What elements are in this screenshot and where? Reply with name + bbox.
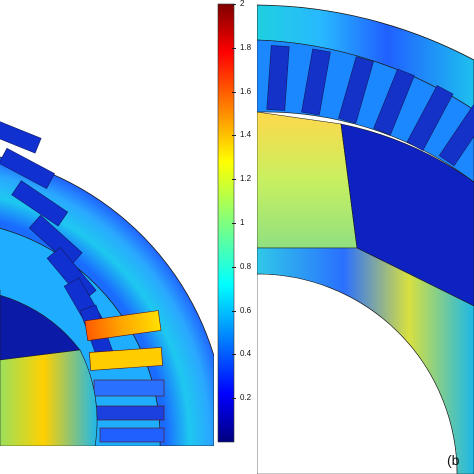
rotor-bottom-a xyxy=(0,349,98,446)
colorbar-tick-mark xyxy=(232,354,236,356)
colorbar-tick-label: 2 xyxy=(240,0,245,8)
field-plot-a-svg xyxy=(0,118,214,446)
colorbar-tick-mark xyxy=(232,4,236,5)
colorbar-tick-label: 1.8 xyxy=(240,42,252,52)
colorbar-tick-mark xyxy=(232,266,236,268)
field-plot-a xyxy=(0,0,214,446)
colorbar-tick-mark xyxy=(232,91,236,93)
shaft-cutout-b xyxy=(257,273,458,474)
colorbar: 2 1.8 1.6 1.4 1.2 1 0.8 0.6 0.4 0.2 xyxy=(214,0,258,446)
colorbar-tick-mark xyxy=(232,223,236,224)
colorbar-tick-label: 1.6 xyxy=(240,86,252,96)
colorbar-tick-mark xyxy=(232,47,236,49)
colorbar-tick-mark xyxy=(232,310,236,312)
hot-teeth-group-a xyxy=(84,310,165,443)
panel-b-label: (b xyxy=(447,452,460,468)
teeth-group-b xyxy=(266,45,474,167)
colorbar-tick-label: 1.2 xyxy=(240,174,252,184)
colorbar-svg xyxy=(217,3,235,443)
colorbar-tick-label: 0.4 xyxy=(240,349,252,359)
colorbar-tick-label: 1.4 xyxy=(240,130,252,140)
colorbar-tick-mark xyxy=(232,179,236,181)
right-pole-b xyxy=(340,123,474,307)
field-plot-b-svg xyxy=(257,4,474,474)
colorbar-tick-mark xyxy=(232,398,236,400)
colorbar-tick-mark xyxy=(232,135,236,137)
colorbar-tick-label: 1 xyxy=(240,218,245,227)
colorbar-tick-label: 0.6 xyxy=(240,305,252,315)
colorbar-tick-label: 0.8 xyxy=(240,261,252,271)
colorbar-tick-label: 0.2 xyxy=(240,393,252,403)
field-plot-b xyxy=(257,0,474,474)
